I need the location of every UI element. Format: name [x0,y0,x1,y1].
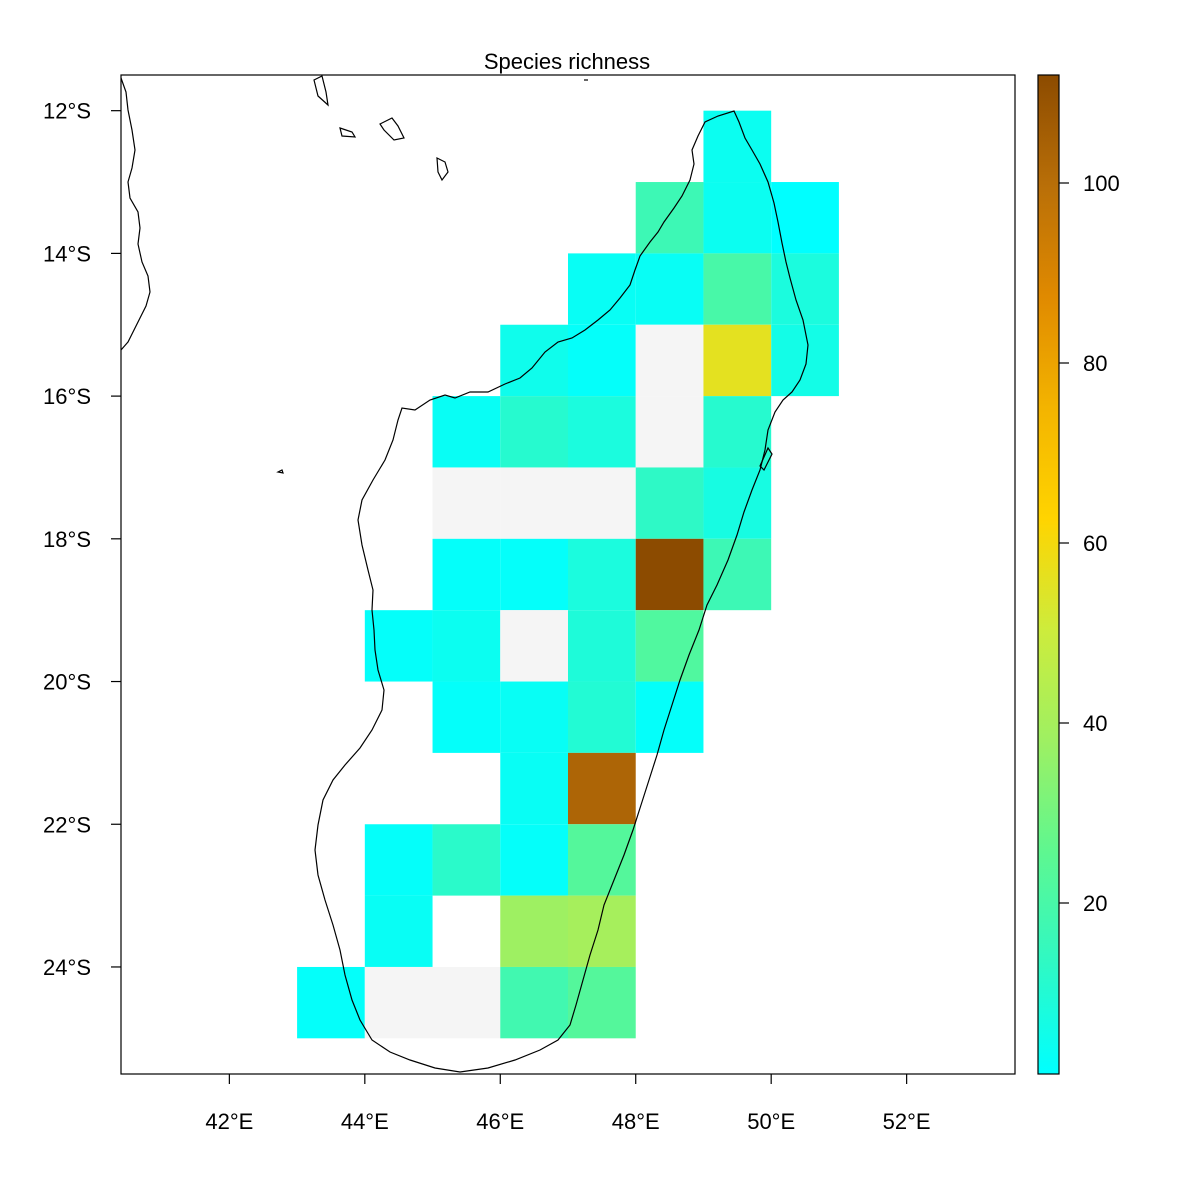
x-tick-label: 50°E [747,1109,795,1134]
island-north-4 [313,75,329,107]
madagascar-coastline [314,110,809,1073]
heatmap-cell-26 [635,538,704,611]
heatmap-cell-29 [432,610,501,682]
heatmap-cell-40 [432,824,501,896]
heatmap-cell-30 [500,610,568,682]
island-north-3 [436,156,449,182]
africa-coastline [120,77,151,351]
heatmap-cell-48 [432,966,501,1039]
heatmap-cell-1 [635,182,704,254]
heatmap-cell-2 [703,182,772,254]
heatmap-cell-37 [500,752,568,825]
heatmap-cell-44 [500,895,568,967]
heatmap-cell-12 [771,324,839,397]
heatmap-cell-39 [364,824,433,896]
x-axis: 42°E 44°E 46°E 48°E 50°E 52°E [205,1074,931,1134]
heatmap-cell-34 [500,681,568,753]
heatmap-cell-42 [568,824,636,896]
island-north-1 [339,127,357,138]
coastline [120,75,809,1073]
heatmap-cell-27 [703,538,772,611]
map-title: Species richness [484,49,650,74]
plot-frame [120,74,1016,1075]
heatmap-cell-28 [364,610,433,682]
legend-color-bar [1037,74,1060,1075]
x-tick-label: 52°E [883,1109,931,1134]
heatmap-cell-46 [297,966,365,1039]
y-tick-label: 24°S [43,955,91,980]
legend-ticks: 20 40 60 80 100 [1059,171,1120,916]
y-tick-label: 22°S [43,812,91,837]
legend-tick-label: 20 [1083,891,1107,916]
heatmap-cell-22 [703,467,772,539]
heatmap-cell-15 [568,396,636,468]
legend-tick-label: 60 [1083,531,1107,556]
y-tick-label: 14°S [43,241,91,266]
color-legend: 20 40 60 80 100 [1037,74,1120,1075]
x-tick-label: 44°E [341,1109,389,1134]
heatmap-cell-45 [568,895,636,967]
heatmap-cell-50 [568,966,636,1039]
island-north-2 [379,117,405,141]
heatmap-cell-6 [703,253,772,325]
x-tick-label: 48°E [612,1109,660,1134]
legend-tick-label: 80 [1083,351,1107,376]
heatmap-cell-21 [635,467,704,539]
heatmap-cell-20 [568,467,636,539]
heatmap-cell-38 [568,752,636,825]
heatmap-cells [297,110,839,1039]
heatmap-cell-41 [500,824,568,896]
heatmap-cell-14 [500,396,568,468]
heatmap-cell-18 [432,467,501,539]
heatmap-cell-35 [568,681,636,753]
heatmap-cell-7 [771,253,839,325]
map-panel [120,74,1016,1075]
heatmap-cell-9 [568,324,636,397]
heatmap-cell-8 [500,324,568,397]
legend-tick-label: 100 [1083,171,1120,196]
legend-tick-label: 40 [1083,711,1107,736]
x-tick-label: 46°E [476,1109,524,1134]
heatmap-cell-4 [568,253,636,325]
heatmap-cell-16 [635,396,704,468]
y-axis: 12°S 14°S 16°S 18°S 20°S 22°S 24°S [43,99,121,980]
heatmap-cell-5 [635,253,704,325]
heatmap-cell-33 [432,681,501,753]
y-tick-label: 20°S [43,670,91,695]
heatmap-cell-36 [635,681,704,753]
heatmap-cell-24 [500,538,568,611]
heatmap-cell-31 [568,610,636,682]
y-tick-label: 18°S [43,527,91,552]
heatmap-cell-19 [500,467,568,539]
heatmap-cell-23 [432,538,501,611]
heatmap-cell-10 [635,324,704,397]
island-west-dot [276,469,284,474]
y-tick-label: 16°S [43,384,91,409]
heatmap-cell-3 [771,182,839,254]
heatmap-cell-11 [703,324,772,397]
heatmap-cell-13 [432,396,501,468]
y-tick-label: 12°S [43,99,91,124]
heatmap-cell-25 [568,538,636,611]
island-ste-marie [759,446,773,472]
heatmap-cell-47 [364,966,433,1039]
heatmap-cell-17 [703,396,772,468]
x-tick-label: 42°E [205,1109,253,1134]
heatmap-cell-43 [364,895,433,967]
heatmap-cell-49 [500,966,568,1039]
heatmap-cell-0 [703,110,772,183]
